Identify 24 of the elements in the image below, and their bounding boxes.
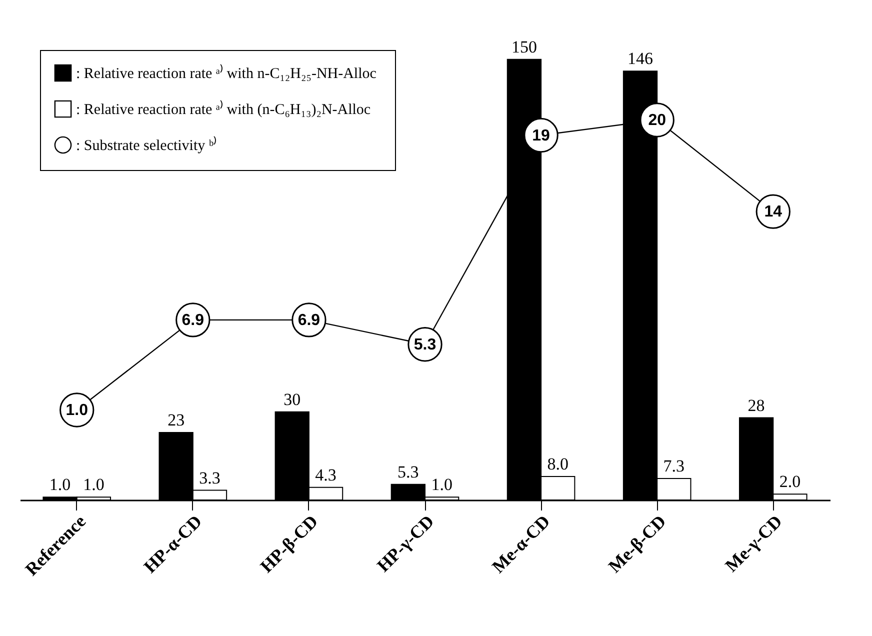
data-label: 1.0: [49, 475, 71, 494]
data-label: 6.9: [298, 312, 320, 329]
data-label: 146: [628, 49, 654, 68]
data-label: 5.3: [414, 336, 436, 354]
data-label: 14: [764, 204, 782, 221]
data-label: 19: [532, 127, 550, 144]
legend-label: : Relative reaction rate ᵃ⁾ with (n-C₆H₁₃)₂N-Alloc: [76, 100, 371, 118]
data-label: 8.0: [547, 454, 568, 474]
data-label: 3.3: [199, 468, 220, 488]
data-label: 7.3: [663, 456, 685, 476]
data-label: 150: [511, 37, 537, 56]
data-label: 23: [168, 410, 185, 430]
data-label: 6.9: [182, 312, 204, 329]
data-label: 4.3: [315, 465, 336, 484]
data-label: 1.0: [431, 475, 452, 494]
data-label: 28: [748, 396, 765, 415]
legend-label: : Substrate selectivity ᵇ⁾: [76, 136, 217, 154]
data-label: 1.0: [83, 475, 104, 494]
data-label: 20: [648, 112, 666, 129]
legend-label: : Relative reaction rate ᵃ⁾ with n-C₁₂H₂₅-NH-Alloc: [76, 64, 377, 82]
data-label: 30: [284, 390, 301, 409]
data-label: 2.0: [779, 472, 801, 492]
data-label: 5.3: [398, 462, 419, 482]
data-label: 1.0: [66, 402, 88, 419]
